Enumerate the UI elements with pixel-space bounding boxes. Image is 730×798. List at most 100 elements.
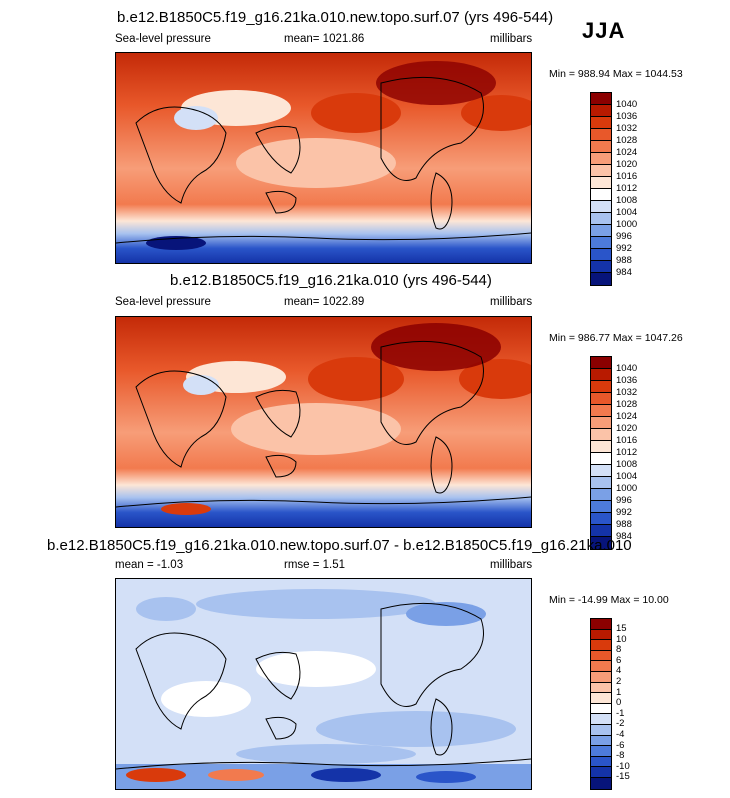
panel1-map-svg [116,53,531,263]
panel1-colorbar [590,92,612,286]
panel1-color-box [591,93,611,105]
panel2-colorbar-label: 1008 [616,459,638,470]
panel3-map-svg [116,579,531,789]
panel2-colorbar-label: 1020 [616,423,638,434]
panel1-color-box [591,105,611,117]
panel1-color-box [591,117,611,129]
panel1-color-box [591,237,611,249]
panel1-color-box [591,261,611,273]
panel3-map [115,578,532,790]
panel1-color-box [591,189,611,201]
panel1-colorbar-label: 1016 [616,171,638,182]
panel1-color-box [591,213,611,225]
panel2-colorbar-label: 1000 [616,483,638,494]
panel3-colorbar-label: -4 [616,729,625,740]
panel3-color-box [591,619,611,630]
panel3-colorbar-label: -15 [616,771,630,782]
panel1-colorbar-label: 1012 [616,183,638,194]
panel1-colorbar-label: 996 [616,231,632,242]
panel2-color-box [591,405,611,417]
panel2-colorbar-label: 1036 [616,375,638,386]
panel1-colorbar-label: 1024 [616,147,638,158]
panel1-map [115,52,532,264]
panel3-colorbar-label: -10 [616,761,630,772]
panel3-colorbar-label: -2 [616,718,625,729]
panel2-minmax: Min = 986.77 Max = 1047.26 [549,332,683,344]
panel2-color-box [591,525,611,537]
panel1-color-box [591,273,611,285]
panel2-map-svg [116,317,531,527]
panel1-color-box [591,177,611,189]
panel3-title: b.e12.B1850C5.f19_g16.21ka.010.new.topo.… [47,537,632,554]
panel1-colorbar-label: 1036 [616,111,638,122]
panel1-title: b.e12.B1850C5.f19_g16.21ka.010.new.topo.… [117,9,554,26]
panel1-color-box [591,165,611,177]
panel1-colorbar-label: 1008 [616,195,638,206]
panel2-colorbar-label: 988 [616,519,632,530]
panel2-color-box [591,453,611,465]
panel1-colorbar-label: 1032 [616,123,638,134]
panel2-color-box [591,489,611,501]
panel3-minmax: Min = -14.99 Max = 10.00 [549,594,669,606]
panel1-color-box [591,225,611,237]
panel2-colorbar-label: 1024 [616,411,638,422]
panel2-color-box [591,369,611,381]
panel1-color-box [591,129,611,141]
panel2-colorbar-label: 992 [616,507,632,518]
panel3-colorbar-label: -6 [616,740,625,751]
panel2-mean: mean= 1022.89 [284,296,365,308]
panel2-colorbar-label: 1012 [616,447,638,458]
panel3-colorbar [590,618,612,790]
panel1-left-label: Sea-level pressure [115,33,211,45]
panel2-color-box [591,501,611,513]
panel1-color-box [591,153,611,165]
panel2-colorbar-label: 996 [616,495,632,506]
panel1-minmax: Min = 988.94 Max = 1044.53 [549,68,683,80]
panel3-color-box [591,640,611,651]
panel1-colorbar-label: 988 [616,255,632,266]
panel3-colorbar-label: -1 [616,708,625,719]
panel3-color-box [591,756,611,768]
panel3-color-box [591,693,611,704]
panel2-colorbar-label: 1032 [616,387,638,398]
panel3-units: millibars [490,559,533,571]
panel3-color-box [591,671,611,683]
panel2-color-box [591,477,611,489]
panel3-color-box [591,650,611,662]
panel2-colorbar-label: 1004 [616,471,638,482]
panel3-color-box [591,661,611,672]
panel3-color-box [591,767,611,778]
panel2-colorbar-label: 984 [616,531,632,542]
panel1-colorbar-label: 1004 [616,207,638,218]
panel3-colorbar-label: 1 [616,687,622,698]
panel3-color-box [591,724,611,736]
panel2-color-box [591,417,611,429]
panel3-colorbar-label: 6 [616,655,622,666]
panel1-colorbar-label: 992 [616,243,632,254]
panel3-colorbar-label: 15 [616,623,627,634]
panel2-colorbar-label: 1028 [616,399,638,410]
panel3-rmse: rmse = 1.51 [284,559,346,571]
panel2-color-box [591,441,611,453]
panel1-mean: mean= 1021.86 [284,33,365,45]
panel2-color-box [591,381,611,393]
panel1-colorbar-label: 984 [616,267,632,278]
panel1-color-box [591,201,611,213]
panel1-color-box [591,141,611,153]
panel1-color-box [591,249,611,261]
panel1-units: millibars [490,33,533,45]
panel2-color-box [591,357,611,369]
panel1-colorbar-label: 1020 [616,159,638,170]
panel3-color-box [591,746,611,757]
panel3-colorbar-label: 10 [616,634,627,645]
panel3-colorbar-label: -8 [616,750,625,761]
panel2-color-box [591,513,611,525]
panel3-colorbar-label: 4 [616,665,622,676]
panel2-colorbar-label: 1040 [616,363,638,374]
panel3-color-box [591,735,611,747]
panel2-color-box [591,429,611,441]
panel2-color-box [591,537,611,549]
panel3-color-box [591,682,611,694]
panel3-color-box [591,777,611,789]
panel1-colorbar-label: 1028 [616,135,638,146]
